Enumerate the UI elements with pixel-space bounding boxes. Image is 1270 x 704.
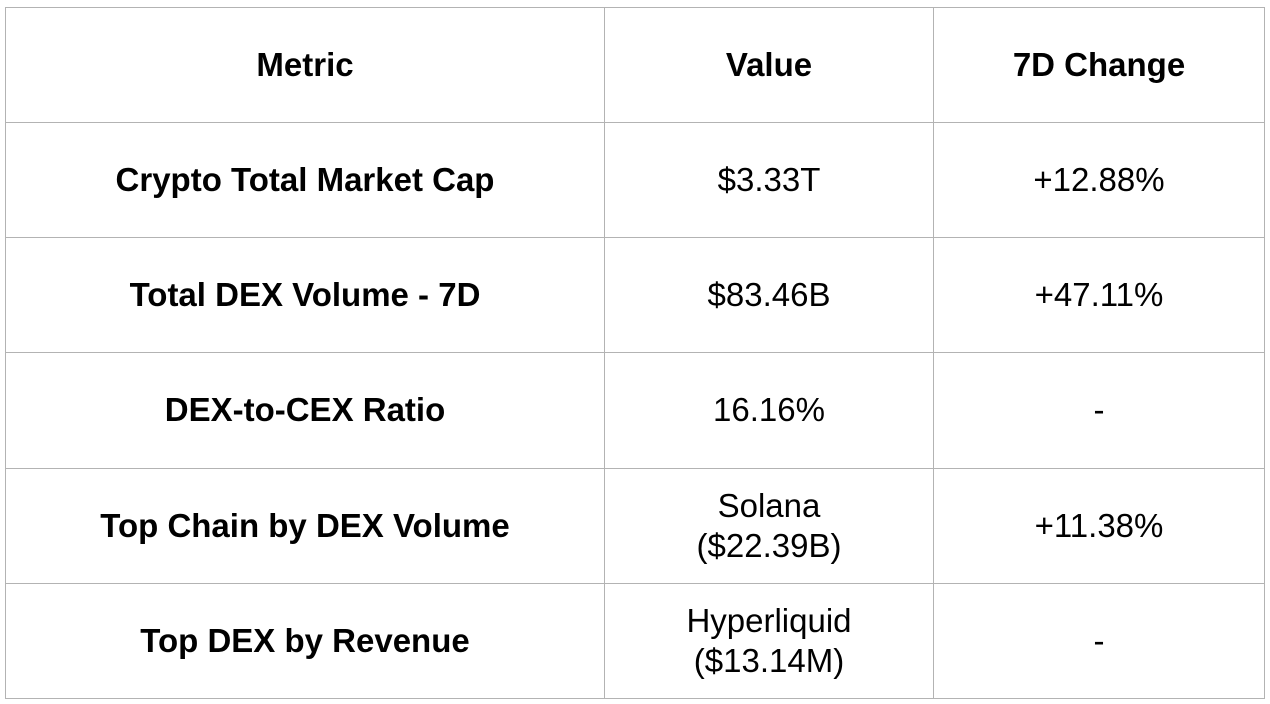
change-cell: - bbox=[933, 352, 1265, 469]
change-cell: +11.38% bbox=[933, 467, 1265, 584]
change-cell: +12.88% bbox=[933, 121, 1265, 239]
value-text-line1: Hyperliquid bbox=[686, 601, 852, 639]
header-metric: Metric bbox=[5, 7, 605, 123]
change-cell: +47.11% bbox=[933, 237, 1265, 354]
metric-cell: DEX-to-CEX Ratio bbox=[5, 352, 605, 469]
metric-cell: Total DEX Volume - 7D bbox=[5, 237, 605, 354]
table-row: DEX-to-CEX Ratio 16.16% - bbox=[5, 352, 1265, 469]
metric-cell: Crypto Total Market Cap bbox=[5, 121, 605, 239]
change-cell: - bbox=[933, 582, 1265, 700]
value-cell: Hyperliquid ($13.14M) bbox=[604, 582, 934, 700]
table-row: Top DEX by Revenue Hyperliquid ($13.14M)… bbox=[5, 582, 1265, 700]
table-row: Total DEX Volume - 7D $83.46B +47.11% bbox=[5, 237, 1265, 354]
table-row: Top Chain by DEX Volume Solana ($22.39B)… bbox=[5, 467, 1265, 584]
metric-cell: Top DEX by Revenue bbox=[5, 582, 605, 700]
value-cell: $3.33T bbox=[604, 121, 934, 239]
value-text: $83.46B bbox=[707, 276, 831, 314]
value-text-line2: ($13.14M) bbox=[693, 641, 845, 679]
value-text: 16.16% bbox=[713, 391, 825, 429]
value-cell: Solana ($22.39B) bbox=[604, 467, 934, 584]
metric-cell: Top Chain by DEX Volume bbox=[5, 467, 605, 584]
value-text-line2: ($22.39B) bbox=[696, 526, 842, 564]
value-text: $3.33T bbox=[717, 161, 821, 199]
table-body: Crypto Total Market Cap $3.33T +12.88% T… bbox=[5, 121, 1265, 700]
table-row: Crypto Total Market Cap $3.33T +12.88% bbox=[5, 121, 1265, 239]
header-7d-change: 7D Change bbox=[933, 7, 1265, 123]
header-value: Value bbox=[604, 7, 934, 123]
metrics-table: Metric Value 7D Change Crypto Total Mark… bbox=[5, 7, 1265, 700]
value-cell: 16.16% bbox=[604, 352, 934, 469]
value-cell: $83.46B bbox=[604, 237, 934, 354]
header-row: Metric Value 7D Change bbox=[5, 7, 1265, 123]
table-header: Metric Value 7D Change bbox=[5, 7, 1265, 123]
value-text-line1: Solana bbox=[717, 486, 821, 524]
